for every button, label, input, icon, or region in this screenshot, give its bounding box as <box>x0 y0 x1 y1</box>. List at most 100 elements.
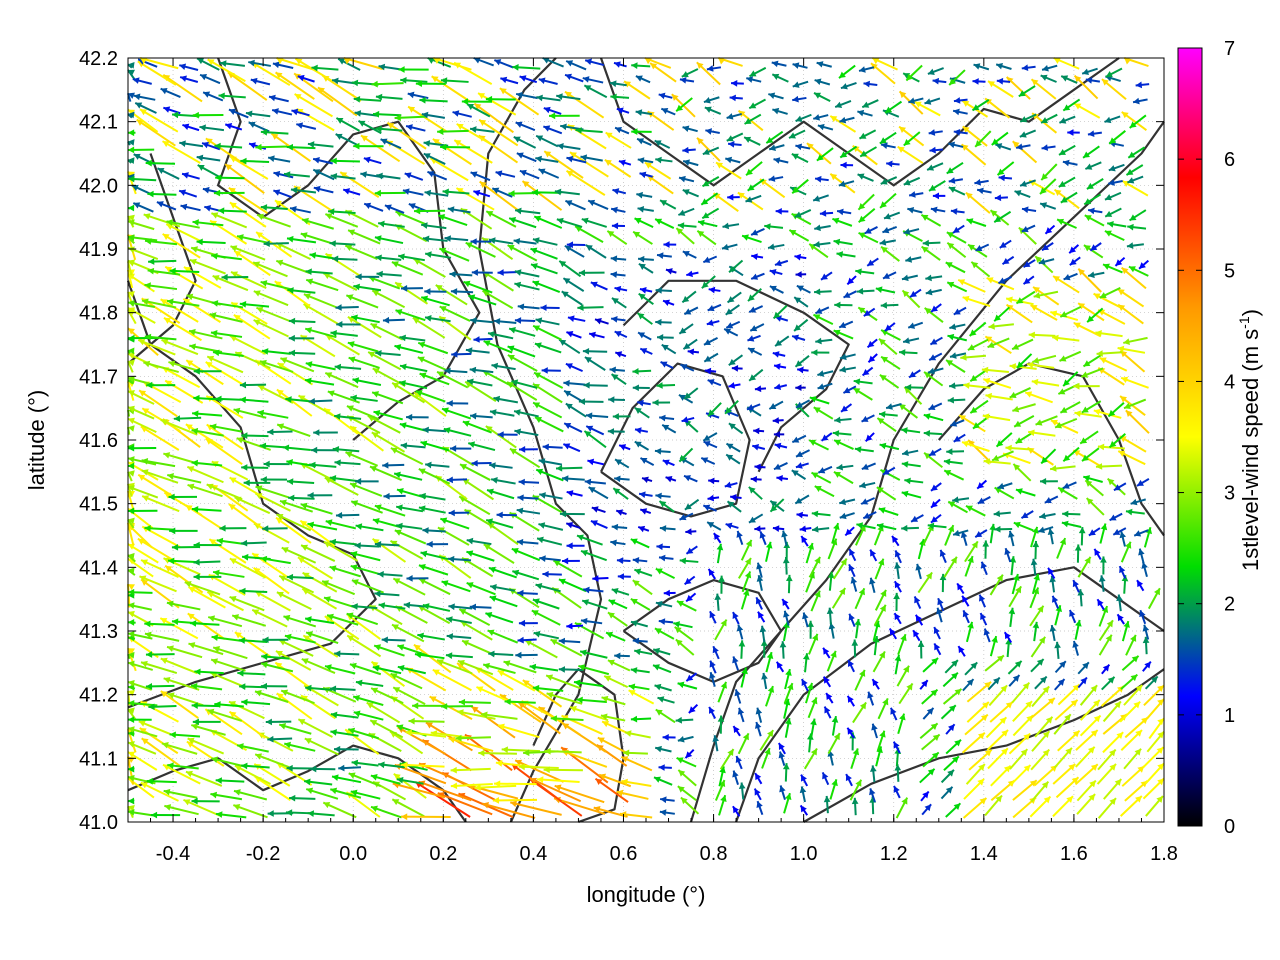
wind-vector-head <box>229 558 237 565</box>
wind-vector-head <box>513 237 521 245</box>
wind-vector-head <box>522 680 530 687</box>
wind-vector-head <box>638 255 645 263</box>
wind-vector-head <box>450 766 457 774</box>
wind-vector-head <box>554 796 561 804</box>
wind-vector-head <box>663 299 670 306</box>
wind-vector-head <box>512 64 519 71</box>
wind-vector-shaft <box>229 557 267 579</box>
wind-vector-head <box>493 395 501 403</box>
wind-vector-head <box>194 668 201 676</box>
wind-vector-head <box>1009 556 1017 563</box>
wind-vector-head <box>899 91 907 99</box>
wind-vector-head <box>725 522 733 530</box>
wind-vector-head <box>993 677 1000 685</box>
wind-vector-head <box>533 402 541 409</box>
wind-vector-head <box>304 738 312 745</box>
wind-vector-head <box>1087 315 1094 323</box>
x-tick-label: 0.4 <box>519 843 547 865</box>
wind-vector-shaft <box>494 782 537 786</box>
wind-vector-head <box>858 215 866 223</box>
wind-vector-head <box>128 444 135 452</box>
wind-vector-head <box>496 511 503 519</box>
wind-vector-head <box>563 443 571 450</box>
wind-vector-head <box>237 743 244 750</box>
wind-vector-head <box>558 637 566 645</box>
wind-vector-head <box>128 214 135 222</box>
wind-vector-head <box>128 347 135 355</box>
wind-vector-head <box>424 288 431 295</box>
wind-vector-head <box>487 629 495 636</box>
wind-vector-head <box>471 459 478 467</box>
wind-vector-head <box>301 658 309 665</box>
wind-vector-head <box>878 507 886 514</box>
wind-vector-head <box>358 120 366 127</box>
wind-vector-head <box>325 213 333 220</box>
wind-vector-head <box>707 379 715 386</box>
wind-vector-head <box>128 680 135 687</box>
wind-vector-head <box>350 789 358 797</box>
wind-vector-head <box>311 446 318 454</box>
wind-vector-head <box>233 803 241 811</box>
wind-vector-head <box>1141 562 1148 569</box>
wind-vector-head <box>707 305 715 312</box>
wind-vector-head <box>869 577 876 585</box>
wind-vector-head <box>1105 210 1113 217</box>
wind-vector-head <box>211 212 219 219</box>
wind-vector-shaft <box>209 671 247 689</box>
wind-vector-head <box>939 549 947 557</box>
wind-vector-head <box>450 445 457 452</box>
wind-vector-shaft <box>366 701 401 724</box>
wind-vector-head <box>660 361 668 368</box>
wind-vector-head <box>703 434 711 441</box>
wind-vector-shaft <box>299 462 335 482</box>
wind-vector-shaft <box>206 483 243 501</box>
wind-vector-head <box>621 778 628 786</box>
wind-vector-head <box>286 143 294 151</box>
wind-vector-head <box>814 224 821 232</box>
wind-vector-head <box>317 87 325 94</box>
wind-vector-head <box>284 633 292 641</box>
wind-vector-shaft <box>185 770 223 787</box>
wind-vector-head <box>1021 64 1029 72</box>
wind-vector-head <box>288 317 296 325</box>
wind-vector-head <box>585 58 592 66</box>
wind-vector-head <box>468 441 476 448</box>
wind-vector-head <box>285 396 292 403</box>
wind-vector-head <box>1020 180 1027 187</box>
wind-vector-head <box>983 377 991 385</box>
wind-vector-head <box>686 270 693 278</box>
wind-vector-shaft <box>183 266 222 289</box>
wind-vector-head <box>1157 763 1164 771</box>
wind-vector-head <box>975 140 982 147</box>
wind-vector-head <box>880 302 888 309</box>
wind-vector-head <box>851 797 859 805</box>
wind-vector-shaft <box>162 140 201 164</box>
wind-vector-head <box>1025 391 1033 398</box>
wind-vector-head <box>1107 220 1114 228</box>
wind-vector-head <box>594 318 602 325</box>
wind-vector-shaft <box>139 57 179 70</box>
wind-vector-head <box>1006 296 1013 304</box>
wind-vector-head <box>351 314 358 322</box>
wind-vector-head <box>1072 730 1080 738</box>
wind-vector-head <box>304 778 311 786</box>
wind-vector-head <box>418 563 426 571</box>
wind-vector-head <box>854 446 862 453</box>
wind-vector-head <box>515 651 522 659</box>
wind-vector-head <box>755 773 762 781</box>
wind-vector-head <box>814 288 821 296</box>
wind-vector-head <box>150 811 158 819</box>
wind-vector-head <box>543 125 551 132</box>
wind-vector-head <box>383 492 390 500</box>
wind-vector-head <box>578 664 586 671</box>
wind-vector-head <box>128 299 135 307</box>
wind-vector-head <box>879 374 887 382</box>
wind-vector-shaft <box>127 236 135 245</box>
wind-vector-head <box>660 796 667 804</box>
wind-vector-head <box>1052 334 1059 342</box>
wind-vector-head <box>374 590 381 598</box>
wind-vector-head <box>406 124 413 131</box>
wind-vector-head <box>286 235 294 243</box>
wind-vector-shaft <box>253 290 289 307</box>
wind-vector-head <box>982 540 990 547</box>
